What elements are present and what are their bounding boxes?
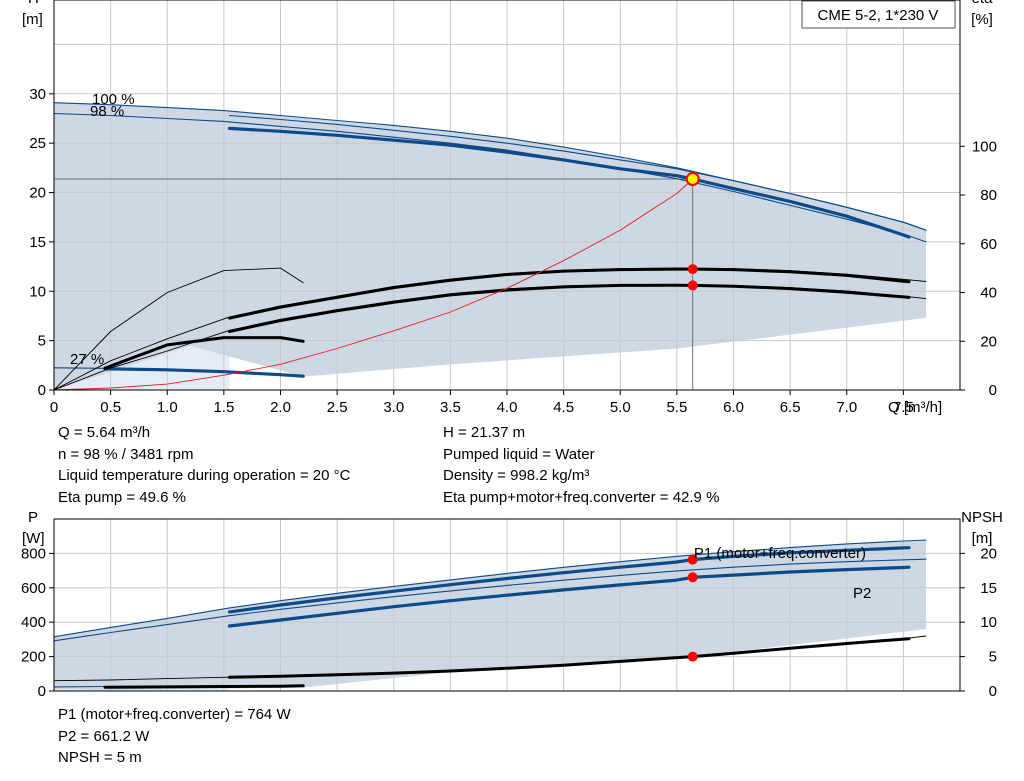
series-line — [53, 267, 304, 391]
series-label-p2: P2 — [853, 585, 871, 602]
series-label-p1: P1 (motor+freq.converter) — [694, 545, 866, 562]
speed-label-100: 100 % — [92, 91, 135, 108]
x-tick-label: 6.5 — [780, 399, 801, 416]
x-axis-title: Q [m³/h] — [888, 399, 942, 416]
series-line — [228, 267, 911, 320]
y-right-tick-label: 20 — [980, 545, 997, 562]
y-left-tick-label: 0 — [38, 382, 46, 399]
operating-point-marker — [685, 172, 700, 187]
duty-point-marker — [687, 554, 698, 565]
x-tick-label: 6.0 — [723, 399, 744, 416]
y-right-tick-label: 40 — [980, 285, 997, 302]
duty-point-marker — [687, 651, 698, 662]
power-curve-panel: 0 200 400 600 800 0 5 10 15 20 P [W] NPSH [m] P1 (moto… — [21, 509, 1003, 700]
x-tick-label: 0.5 — [100, 399, 121, 416]
y-left-tick-label: 800 — [21, 545, 46, 562]
y-right-tick-label: 60 — [980, 236, 997, 253]
series-line — [53, 112, 927, 243]
y-right-title: NPSH — [961, 509, 1003, 526]
y-left-tick-label: 25 — [29, 135, 46, 152]
series-line — [103, 336, 305, 370]
x-tick-label: 3.5 — [440, 399, 461, 416]
x-tick-label: 1.5 — [213, 399, 234, 416]
head-info-left: Q = 5.64 m³/h n = 98 % / 3481 rpm Liquid… — [58, 422, 350, 508]
series-line — [227, 126, 911, 239]
x-tick-label: 3.0 — [383, 399, 404, 416]
y-left-tick-label: 0 — [38, 683, 46, 700]
y-right-tick-label: 100 — [972, 138, 997, 155]
x-tick-label: 0 — [50, 399, 58, 416]
x-tick-label: 5.5 — [666, 399, 687, 416]
info-temperature: Liquid temperature during operation = 20… — [58, 467, 351, 484]
series-line — [53, 539, 927, 638]
y-right-title: eta — [972, 0, 994, 7]
speed-label-98: 98 % — [90, 103, 124, 120]
y-left-title: H — [28, 0, 39, 7]
title-box-label: CME 5-2, 1*230 V — [818, 7, 939, 24]
y-left-title: P — [28, 509, 38, 526]
head-curve-panel: 0 5 10 15 20 25 30 0 20 40 60 80 100 H [m] eta [%] 0 0.5 1.… — [22, 0, 997, 416]
y-right-tick-label: 15 — [980, 580, 997, 597]
y-right-tick-label: 80 — [980, 187, 997, 204]
series-line — [53, 178, 694, 391]
y-right-unit: [m] — [972, 530, 993, 547]
series-line — [227, 546, 911, 614]
y-left-tick-label: 10 — [29, 283, 46, 300]
x-tick-label: 7.0 — [836, 399, 857, 416]
series-line — [228, 114, 927, 231]
x-tick-label: 4.5 — [553, 399, 574, 416]
info-eta-pump: Eta pump = 49.6 % — [58, 488, 186, 506]
x-tick-label: 2.5 — [327, 399, 348, 416]
info-speed: n = 98 % / 3481 rpm — [58, 445, 194, 463]
y-right-tick-label: 20 — [980, 333, 997, 350]
x-tick-label: 7.5 — [893, 399, 914, 416]
duty-point-marker — [687, 280, 698, 291]
series-line — [228, 637, 911, 679]
y-right-tick-label: 0 — [989, 683, 997, 700]
info-density: Density = 998.2 kg/m³ — [443, 467, 590, 484]
y-left-tick-label: 30 — [29, 86, 46, 103]
duty-point-marker — [687, 572, 698, 583]
x-tick-label: 4.0 — [497, 399, 518, 416]
power-info: P1 (motor+freq.converter) = 764 W P2 = 6… — [58, 704, 291, 769]
info-eta-total: Eta pump+motor+freq.converter = 42.9 % — [443, 488, 720, 506]
x-tick-label: 1.0 — [157, 399, 178, 416]
title-box — [801, 0, 956, 29]
info-p1: P1 (motor+freq.converter) = 764 W — [58, 706, 291, 723]
plot-frame — [53, 518, 961, 692]
series-line — [53, 558, 927, 642]
series-line — [227, 565, 911, 628]
x-tick-label: 5.0 — [610, 399, 631, 416]
series-line — [228, 283, 911, 333]
y-left-tick-label: 400 — [21, 614, 46, 631]
y-right-tick-label: 10 — [980, 614, 997, 631]
y-left-tick-label: 15 — [29, 234, 46, 251]
y-right-unit: [%] — [971, 11, 993, 28]
info-p2: P2 = 661.2 W — [58, 727, 150, 745]
y-left-tick-label: 600 — [21, 580, 46, 597]
duty-point-marker — [687, 264, 698, 275]
speed-label-27: 27 % — [70, 351, 104, 368]
x-tick-label: 2.0 — [270, 399, 291, 416]
info-flow: Q = 5.64 m³/h — [58, 424, 151, 441]
y-left-tick-label: 200 — [21, 649, 46, 666]
info-head: H = 21.37 m — [443, 424, 526, 441]
y-left-tick-label: 5 — [38, 333, 46, 350]
y-right-tick-label: 0 — [989, 382, 997, 399]
y-left-unit: [W] — [22, 530, 45, 547]
head-info-right: H = 21.37 m Pumped liquid = Water Densit… — [443, 422, 719, 508]
operating-range-region — [54, 102, 927, 391]
y-right-tick-label: 5 — [989, 649, 997, 666]
info-liquid: Pumped liquid = Water — [443, 445, 595, 463]
series-line — [103, 684, 305, 689]
y-left-unit: [m] — [22, 11, 43, 28]
y-left-tick-label: 20 — [29, 185, 46, 202]
info-npsh: NPSH = 5 m — [58, 749, 142, 766]
